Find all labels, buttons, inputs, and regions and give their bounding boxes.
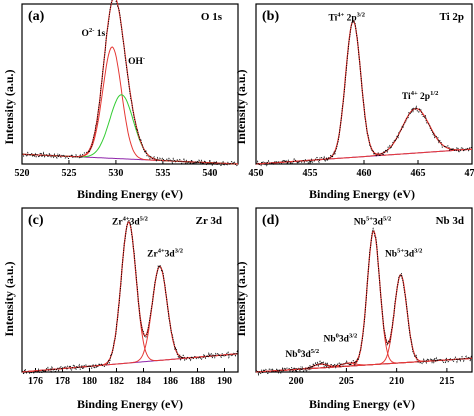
panel-a: Intensity (a.u.) Binding Energy (eV) (a)… — [2, 0, 239, 201]
plot-frame-d — [255, 207, 473, 373]
x-tick-label-b-4: 470 — [465, 168, 474, 179]
fit-envelope-c — [21, 221, 239, 373]
peak-label-c-0: Zr4+3d5/2 — [112, 216, 148, 228]
x-tick-label-c-5: 186 — [163, 376, 178, 387]
peak-label-a-1: OH- — [128, 55, 145, 67]
component-peak-b-1 — [255, 108, 472, 165]
x-axis-title-b: Binding Energy (eV) — [309, 187, 415, 201]
y-axis-title-d: Intensity (a.u.) — [234, 261, 248, 336]
plot-frame-c — [21, 207, 239, 373]
peak-label-c-1: Zr4+3d3/2 — [147, 248, 183, 260]
x-axis-title-d: Binding Energy (eV) — [309, 397, 415, 411]
plot-frame-b — [255, 3, 473, 165]
element-label-a: O 1s — [201, 11, 223, 23]
element-label-d: Nb 3d — [436, 215, 464, 227]
peak-label-d-1: Nb03d3/2 — [324, 333, 358, 345]
raw-data-d — [255, 227, 473, 377]
x-tick-label-b-3: 465 — [411, 168, 426, 179]
x-tick-label-c-0: 176 — [28, 376, 43, 387]
x-axis-title-a: Binding Energy (eV) — [77, 187, 183, 201]
peak-label-d-0: Nb03d5/2 — [285, 348, 319, 360]
raw-data-a — [21, 0, 239, 168]
x-tick-label-a-4: 540 — [202, 168, 217, 179]
raw-data-b — [255, 19, 473, 167]
x-tick-label-a-2: 530 — [108, 168, 123, 179]
fit-envelope-b — [255, 20, 472, 165]
y-axis-title-b: Intensity (a.u.) — [234, 69, 248, 144]
x-tick-label-a-1: 525 — [61, 168, 76, 179]
component-peak-c-0 — [21, 221, 239, 373]
x-tick-label-c-4: 184 — [136, 376, 151, 387]
panel-letter-b: (b) — [262, 9, 279, 24]
panel-letter-d: (d) — [262, 213, 279, 228]
x-tick-label-d-1: 205 — [339, 376, 354, 387]
x-tick-label-c-2: 180 — [82, 376, 97, 387]
x-tick-label-b-1: 455 — [303, 168, 318, 179]
y-axis-title-a: Intensity (a.u.) — [2, 69, 16, 144]
element-label-b: Ti 2p — [439, 11, 464, 23]
x-tick-label-c-1: 178 — [55, 376, 70, 387]
x-tick-label-d-0: 200 — [289, 376, 304, 387]
peak-label-d-3: Nb5+3d3/2 — [385, 248, 422, 260]
element-label-c: Zr 3d — [196, 215, 222, 227]
raw-data-c — [21, 219, 239, 376]
peak-label-d-2: Nb5+3d5/2 — [354, 216, 391, 228]
peak-label-a-0: O2- 1s — [82, 27, 106, 39]
x-tick-label-a-0: 520 — [15, 168, 30, 179]
x-axis-title-c: Binding Energy (eV) — [77, 397, 183, 411]
panel-c: Intensity (a.u.) Binding Energy (eV) (c)… — [2, 207, 239, 411]
x-tick-label-c-3: 182 — [109, 376, 124, 387]
x-tick-label-a-3: 535 — [155, 168, 170, 179]
panel-b: Intensity (a.u.) Binding Energy (eV) (b)… — [234, 3, 474, 201]
panel-letter-a: (a) — [28, 9, 45, 24]
x-tick-label-d-3: 215 — [439, 376, 454, 387]
peak-label-b-0: Ti4+ 2p3/2 — [328, 11, 365, 23]
plot-frame-a — [21, 3, 239, 165]
x-tick-label-c-6: 188 — [190, 376, 205, 387]
panel-letter-c: (c) — [28, 213, 44, 228]
y-axis-title-c: Intensity (a.u.) — [2, 261, 16, 336]
x-tick-label-b-0: 450 — [249, 168, 264, 179]
peak-label-b-1: Ti4+ 2p1/2 — [402, 90, 439, 102]
x-tick-label-d-2: 210 — [389, 376, 404, 387]
x-tick-label-c-7: 190 — [217, 376, 232, 387]
x-tick-label-b-2: 460 — [357, 168, 372, 179]
panel-d: Intensity (a.u.) Binding Energy (eV) (d)… — [234, 207, 473, 411]
